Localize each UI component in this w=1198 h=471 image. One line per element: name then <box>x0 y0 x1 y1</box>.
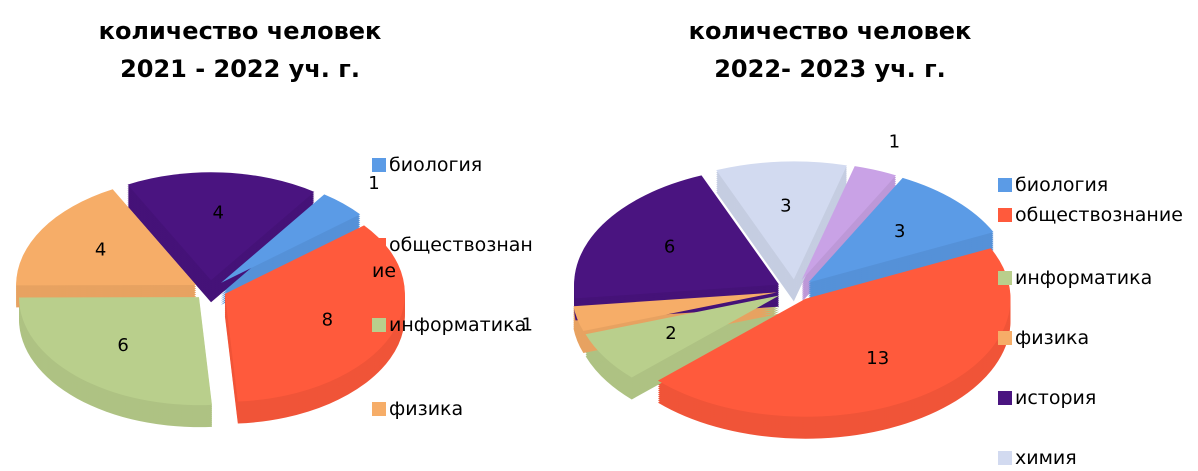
value-label: 4 <box>95 239 106 260</box>
slice <box>657 248 1011 417</box>
value-label: 13 <box>866 348 889 369</box>
legend-entry: информатика <box>372 312 542 338</box>
value-label: 3 <box>780 195 791 216</box>
slice <box>716 161 847 280</box>
legend-entry: биология <box>372 152 542 178</box>
legend-label: биология <box>1015 174 1109 196</box>
legend-entry: информатика <box>998 265 1198 291</box>
value-label: 4 <box>213 202 224 223</box>
legend-label: обществознание <box>1015 204 1183 226</box>
value-label: 8 <box>322 309 333 330</box>
legend-swatch <box>372 402 386 416</box>
legend-entry: обществознание <box>372 232 542 284</box>
legend-swatch <box>998 208 1012 222</box>
legend-entry: обществознание <box>998 202 1198 228</box>
legend-label: история <box>1015 387 1097 409</box>
value-label: 1 <box>368 173 379 194</box>
legend-swatch <box>998 178 1012 192</box>
legend-swatch <box>372 238 386 252</box>
legend-entry: физика <box>372 396 542 422</box>
legend-swatch <box>998 391 1012 405</box>
legend-swatch <box>998 271 1012 285</box>
slice <box>221 194 361 283</box>
legend-label: информатика <box>389 314 527 336</box>
slice <box>801 166 897 281</box>
legend-swatch <box>372 318 386 332</box>
legend-label: физика <box>389 398 464 420</box>
legend-swatch <box>998 451 1012 465</box>
value-label: 3 <box>894 221 905 242</box>
legend-label: химия <box>1015 447 1077 469</box>
legend-swatch <box>372 158 386 172</box>
slice <box>808 177 994 283</box>
value-label: 1 <box>889 132 900 153</box>
chart-title: 2021 - 2022 уч. г. <box>120 55 360 83</box>
value-label: 2 <box>665 323 676 344</box>
chart-title: количество человек <box>99 17 382 45</box>
legend-entry: биология <box>998 172 1198 198</box>
legend-label: биология <box>389 154 483 176</box>
legend-swatch <box>998 331 1012 345</box>
legend-entry: физика <box>998 325 1198 351</box>
chart-title: количество человек <box>689 17 972 45</box>
legend-entry: история <box>998 385 1198 411</box>
value-label: 1 <box>522 314 533 335</box>
value-label: 6 <box>664 236 675 257</box>
chart-title: 2022- 2023 уч. г. <box>714 55 946 83</box>
slice <box>127 172 315 281</box>
legend-label: физика <box>1015 327 1090 349</box>
slice <box>18 297 212 406</box>
legend-entry: химия <box>998 445 1198 471</box>
value-label: 6 <box>117 335 128 356</box>
slice <box>224 225 405 402</box>
legend-label: информатика <box>1015 267 1153 289</box>
legend-label: обществознание <box>372 234 533 282</box>
slice <box>574 175 780 299</box>
slice <box>585 295 780 378</box>
slice <box>16 189 197 286</box>
slice <box>573 292 778 332</box>
